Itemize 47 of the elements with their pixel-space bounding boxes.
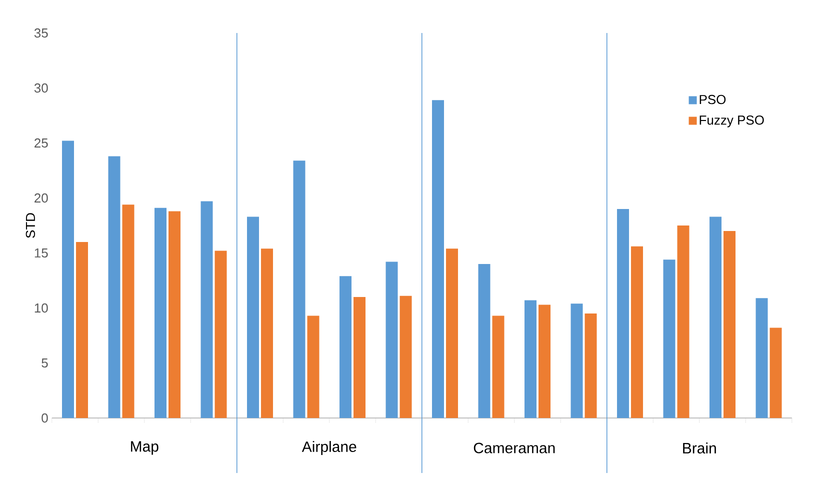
bar (354, 297, 366, 418)
bar (168, 211, 181, 418)
bar (724, 231, 736, 418)
bar (307, 316, 320, 418)
bar (478, 264, 490, 418)
bar (677, 226, 690, 418)
y-tick-label: 30 (34, 83, 48, 93)
bar (770, 328, 782, 418)
bar (154, 208, 167, 418)
bar (446, 248, 458, 418)
y-tick-label: 10 (34, 303, 48, 313)
bar (710, 216, 722, 418)
bar (261, 248, 274, 418)
bar (617, 209, 630, 418)
bar (76, 242, 88, 418)
y-tick-label: 0 (42, 413, 48, 423)
bar (62, 140, 74, 418)
bar (584, 314, 597, 418)
bar (492, 316, 504, 418)
bar (538, 304, 551, 418)
y-tick-label: 15 (34, 248, 48, 258)
bar (386, 262, 398, 418)
y-tick-label: 20 (34, 193, 48, 203)
text: Brain (683, 442, 716, 454)
bar (108, 156, 120, 418)
bar (200, 201, 213, 418)
bar (663, 260, 676, 418)
y-tick-label: 25 (34, 138, 48, 148)
legend-label: PSO (700, 94, 726, 104)
y-tick-label: 35 (34, 28, 48, 38)
bar (432, 100, 444, 418)
legend-label: Fuzzy PSO (700, 115, 764, 128)
bar (214, 250, 227, 418)
bar (400, 296, 412, 418)
bar (570, 304, 583, 418)
bar (340, 276, 352, 418)
bar (293, 160, 306, 418)
bar (631, 246, 644, 418)
text: Airplane (302, 441, 356, 455)
bar (756, 298, 768, 418)
bar (122, 204, 134, 418)
bar (524, 300, 537, 418)
bar (247, 216, 260, 418)
y-tick-label: 5 (42, 358, 48, 368)
text: Map (131, 441, 158, 455)
y-axis-title: STD (26, 213, 36, 238)
text: Cameraman (474, 442, 555, 454)
